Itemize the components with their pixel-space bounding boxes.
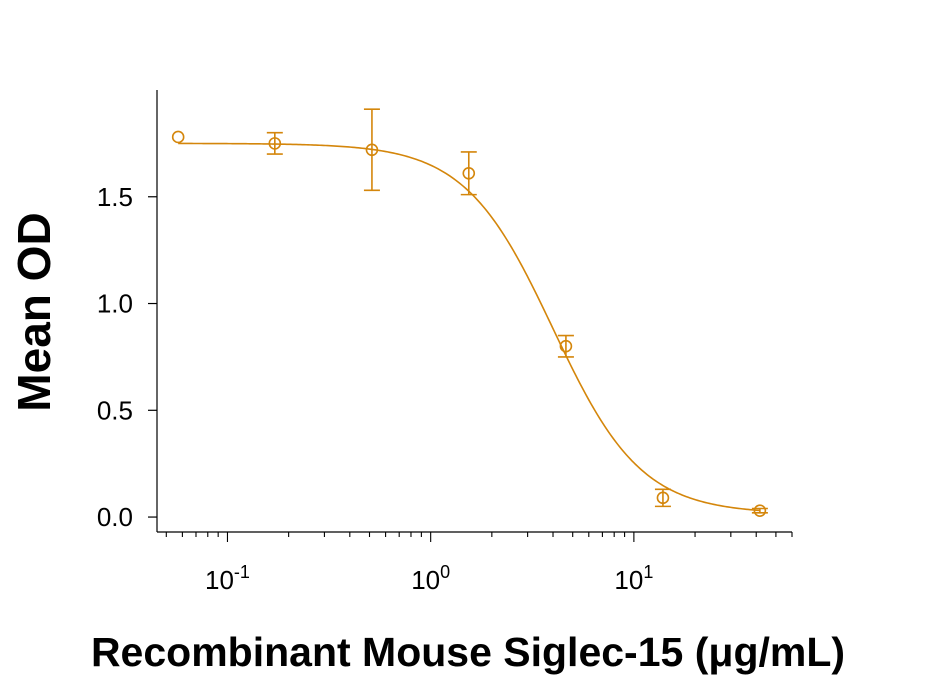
x-tick-exponent: 1 [643, 562, 653, 582]
x-tick-base: 10 [614, 565, 643, 595]
y-tick-label: 1.5 [97, 182, 133, 212]
x-axis-title: Recombinant Mouse Siglec-15 (μg/mL) [91, 629, 845, 675]
y-axis-ticks: 0.0 0.5 1.0 1.5 [97, 182, 157, 532]
x-tick-base: 10 [411, 565, 440, 595]
data-point [462, 166, 476, 180]
data-point [171, 130, 185, 144]
axes [156, 90, 792, 533]
x-tick-exponent: 0 [440, 562, 450, 582]
y-tick-label: 1.0 [97, 289, 133, 319]
y-axis-title: Mean OD [8, 212, 60, 411]
x-tick-exponent: -1 [234, 562, 250, 582]
data-point [559, 339, 573, 353]
data-point [656, 491, 670, 505]
data-point [365, 143, 379, 157]
x-tick-base: 10 [205, 565, 234, 595]
x-axis-ticks: 10-1 100 101 [165, 532, 793, 595]
y-tick-label: 0.5 [97, 395, 133, 425]
fit-curve [178, 142, 760, 512]
data-points [171, 108, 768, 517]
x-tick-label: 10-1 [205, 562, 250, 595]
x-tick-label: 101 [614, 562, 653, 595]
x-tick-label: 100 [411, 562, 450, 595]
data-point [753, 504, 767, 517]
data-point [268, 137, 282, 150]
y-tick-label: 0.0 [97, 502, 133, 532]
